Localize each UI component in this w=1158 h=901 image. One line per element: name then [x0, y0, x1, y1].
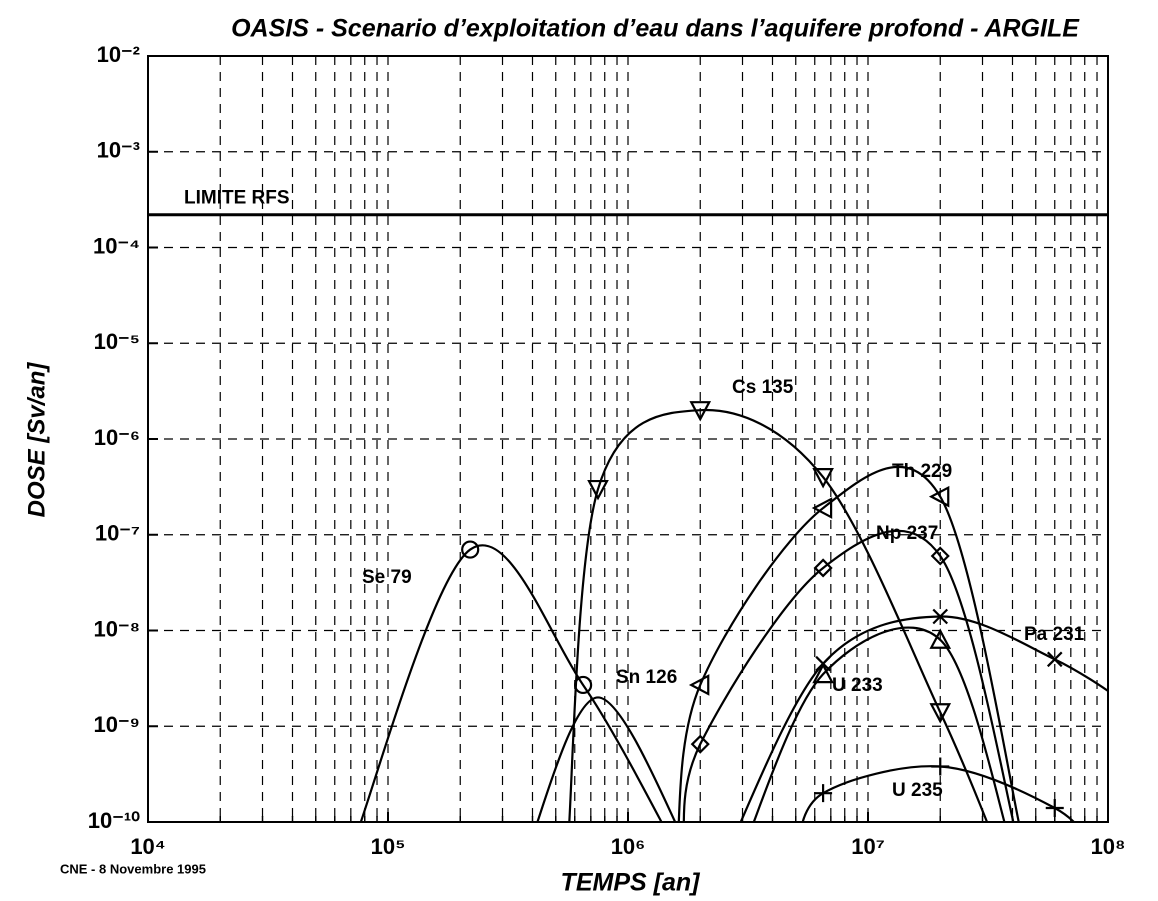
x-tick-label: 10⁷: [851, 834, 885, 859]
marker: [811, 497, 833, 519]
y-tick-label: 10⁻⁷: [95, 521, 140, 546]
y-tick-label: 10⁻⁸: [94, 616, 140, 641]
series-label: U 233: [832, 675, 883, 696]
marker: [690, 734, 710, 754]
marker: [928, 485, 950, 508]
x-tick-label: 10⁵: [371, 834, 406, 859]
y-tick-label: 10⁻⁴: [93, 233, 140, 258]
marker: [688, 674, 710, 696]
series-label: Se 79: [362, 567, 412, 588]
marker: [812, 662, 834, 684]
series-line: [677, 465, 1020, 822]
marker: [930, 546, 950, 566]
series-label: Pa 231: [1024, 624, 1085, 645]
y-tick-label: 10⁻³: [97, 138, 140, 163]
series-label: Sn 126: [616, 667, 677, 688]
y-tick-label: 10⁻²: [97, 42, 140, 67]
y-tick-label: 10⁻⁹: [93, 712, 140, 737]
series-label: Np 237: [876, 523, 938, 544]
series-line: [739, 615, 1108, 822]
y-tick-label: 10⁻⁶: [94, 425, 140, 450]
x-tick-label: 10⁴: [130, 834, 165, 859]
series-line: [682, 529, 1015, 822]
x-axis-label: TEMPS [an]: [561, 869, 702, 897]
series-line: [359, 544, 663, 822]
marker: [931, 757, 950, 776]
marker: [812, 468, 834, 489]
series-line: [568, 408, 989, 822]
marker: [813, 558, 833, 578]
marker: [461, 540, 480, 559]
marker: [929, 628, 952, 649]
chart-title: OASIS - Scenario d’exploitation d’eau da…: [231, 15, 1080, 43]
marker: [1045, 799, 1064, 818]
series-label: Th 229: [892, 461, 952, 482]
footnote: CNE - 8 Novembre 1995: [60, 861, 206, 876]
plot-area: [148, 213, 1108, 822]
series-line: [536, 696, 677, 822]
plot-frame: [147, 55, 1109, 823]
series-label: Cs 135: [732, 377, 794, 398]
marker: [932, 608, 949, 625]
grid: 10⁴ 10⁵ 10⁶ 10⁷ 10⁸ 10⁻¹⁰ 10⁻⁹ 10⁻⁸ 10⁻⁷ 10⁻⁶ 10⁻⁵…: [88, 42, 1126, 859]
y-tick-label: 10⁻¹⁰: [88, 808, 140, 833]
marker: [814, 784, 833, 803]
marker: [1046, 651, 1063, 668]
reference-label: LIMITE RFS: [184, 188, 290, 209]
marker: [689, 401, 712, 422]
y-tick-label: 10⁻⁵: [94, 329, 140, 354]
y-axis-label: DOSE [Sv/an]: [23, 362, 50, 518]
series-label: U 235: [892, 780, 943, 801]
x-tick-label: 10⁸: [1091, 834, 1126, 859]
x-tick-label: 10⁶: [611, 834, 646, 859]
marker: [929, 703, 952, 724]
series-line: [752, 626, 1006, 822]
marker: [587, 479, 609, 501]
